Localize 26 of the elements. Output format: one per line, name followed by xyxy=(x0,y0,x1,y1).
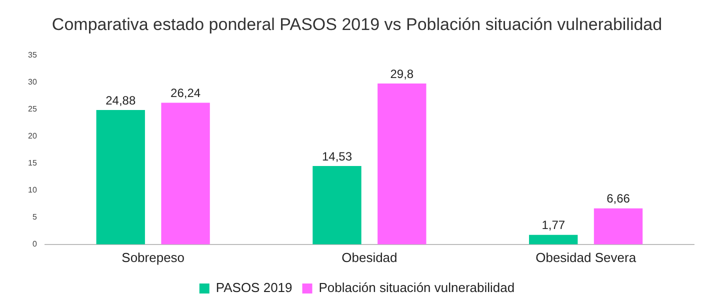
x-tick-label: Obesidad Severa xyxy=(536,250,637,265)
data-label: 6,66 xyxy=(606,192,630,206)
y-tick-label: 35 xyxy=(28,50,38,60)
bar xyxy=(529,234,578,244)
x-tick-label: Sobrepeso xyxy=(122,250,185,265)
bar xyxy=(594,208,643,244)
x-tick-label: Obesidad xyxy=(342,250,398,265)
y-tick-label: 10 xyxy=(28,186,38,195)
y-tick-label: 30 xyxy=(28,78,38,87)
data-label: 26,24 xyxy=(170,86,201,100)
data-label: 1,77 xyxy=(542,218,566,232)
legend-label: PASOS 2019 xyxy=(216,280,292,296)
y-tick-label: 25 xyxy=(28,104,38,114)
y-tick-label: 0 xyxy=(32,240,38,249)
y-tick-label: 20 xyxy=(28,132,38,141)
bar xyxy=(378,83,426,244)
y-tick-label: 5 xyxy=(32,212,38,222)
chart-title: Comparativa estado ponderal PASOS 2019 vs Población situación vulnerabilidad xyxy=(52,14,662,34)
bar xyxy=(161,102,210,244)
data-label: 29,8 xyxy=(390,66,414,81)
y-tick-label: 15 xyxy=(28,158,38,168)
bar xyxy=(312,166,362,244)
data-label: 14,53 xyxy=(322,149,352,164)
legend-label: Población situación vulnerabilidad xyxy=(318,280,515,296)
data-label: 24,88 xyxy=(106,93,136,108)
bar xyxy=(96,110,145,244)
